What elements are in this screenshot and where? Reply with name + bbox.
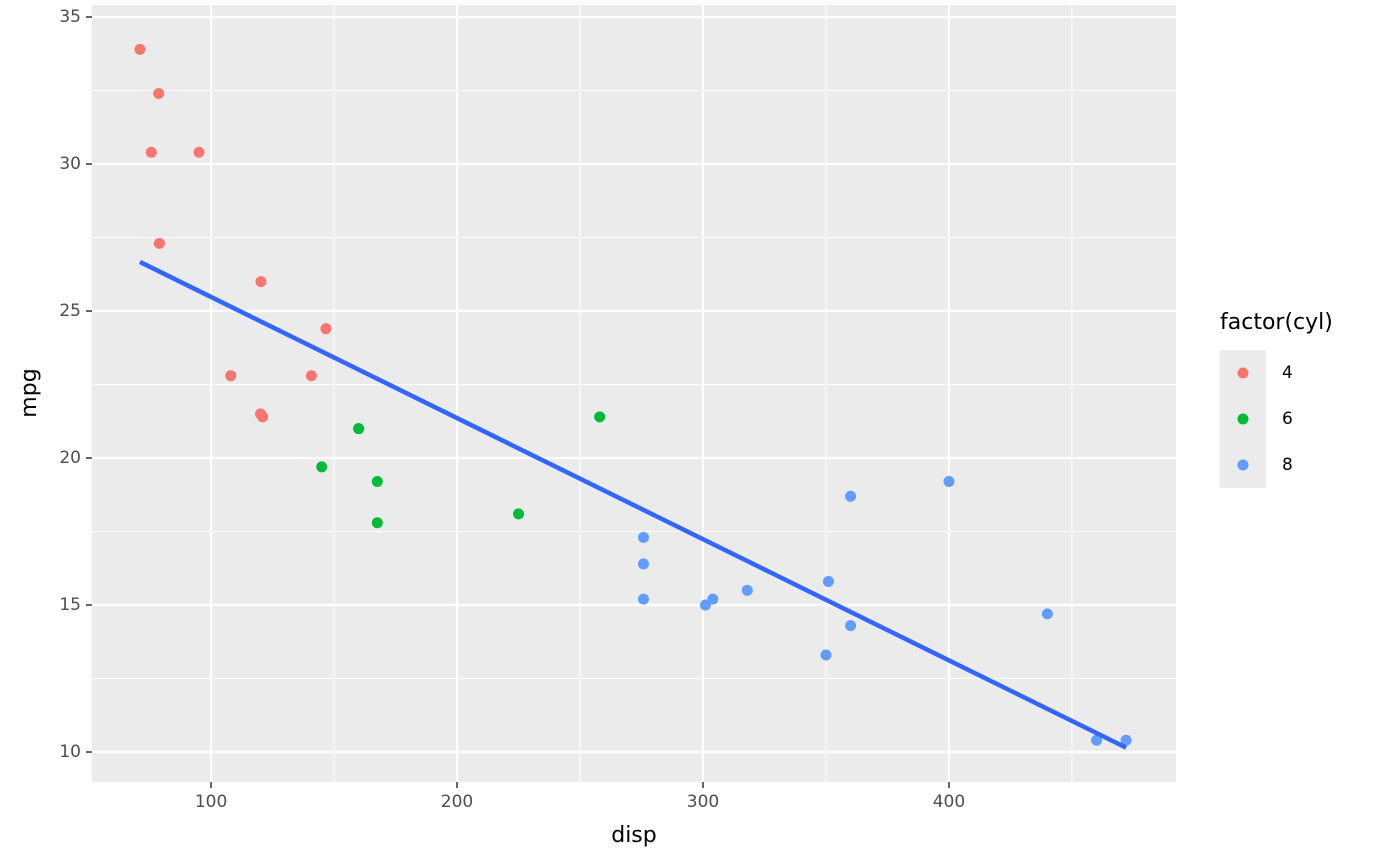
point (316, 461, 328, 473)
point (943, 476, 955, 488)
point (305, 370, 317, 382)
y-tick-label: 30 (59, 154, 81, 174)
point (257, 411, 269, 423)
legend-label: 8 (1282, 455, 1293, 475)
x-tick-label: 300 (687, 792, 719, 812)
y-tick-label: 20 (59, 448, 81, 468)
legend-key (1237, 367, 1249, 379)
point (637, 593, 649, 605)
y-tick-label: 15 (59, 595, 81, 615)
point (741, 584, 753, 596)
y-tick-label: 35 (59, 7, 81, 27)
point (845, 620, 857, 632)
x-tick-label: 100 (195, 792, 227, 812)
y-tick-label: 25 (59, 301, 81, 321)
point (513, 508, 525, 520)
legend-title: factor(cyl) (1220, 310, 1333, 335)
point (699, 599, 711, 611)
point (255, 276, 267, 288)
x-tick-label: 200 (441, 792, 473, 812)
point (637, 558, 649, 570)
point (153, 237, 165, 249)
point (225, 370, 237, 382)
point (145, 146, 157, 158)
point (1120, 734, 1132, 746)
x-tick-label: 400 (933, 792, 965, 812)
legend-key (1237, 413, 1249, 425)
legend-key (1237, 459, 1249, 471)
point (134, 43, 146, 55)
point (1041, 608, 1053, 620)
point (707, 593, 719, 605)
legend-label: 6 (1282, 409, 1293, 429)
y-tick-label: 10 (59, 742, 81, 762)
point (153, 87, 165, 99)
point (371, 476, 383, 488)
point (1091, 734, 1103, 746)
point (353, 423, 365, 435)
legend-label: 4 (1282, 363, 1293, 383)
panel (92, 5, 1176, 782)
x-axis-title: disp (611, 823, 657, 848)
y-axis-title: mpg (17, 368, 42, 417)
point (320, 323, 332, 335)
point (845, 490, 857, 502)
point (594, 411, 606, 423)
point (371, 517, 383, 529)
point (193, 146, 205, 158)
point (637, 531, 649, 543)
fit-line (138, 259, 1128, 750)
point (820, 649, 832, 661)
point (822, 576, 834, 588)
